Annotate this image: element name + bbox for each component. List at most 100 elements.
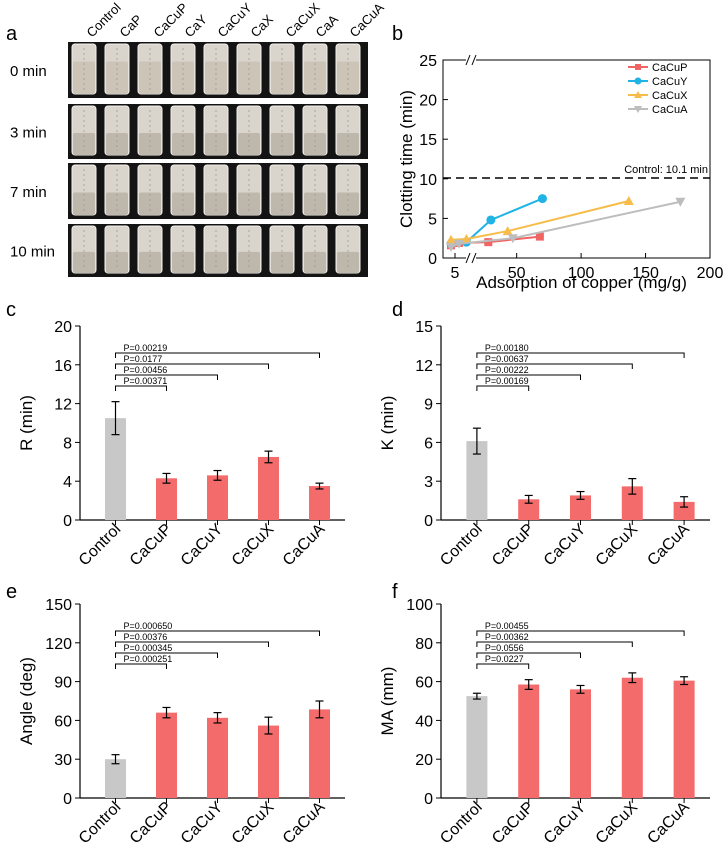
y-tick-label: 4 [63,474,72,491]
axis-break-mark [465,252,471,264]
photo-strip [68,42,368,98]
tube-contents [172,192,194,215]
data-point [675,197,686,207]
tube-contents [139,132,161,155]
tube-contents [205,132,227,155]
tube-contents [172,132,194,155]
y-tick-label: 20 [419,93,437,110]
tube-contents [106,132,128,155]
y-tick-label: 0 [424,513,433,530]
tube-contents [205,251,227,273]
legend-label: CaCuX [652,90,688,102]
tube-contents [172,251,194,273]
y-tick-label: 60 [415,675,433,692]
x-tick-label: 5 [451,265,460,282]
x-axis-label: Adsorption of copper (mg/g) [476,273,687,292]
tube-contents [238,251,260,273]
x-tick-label: Control [437,521,485,569]
tube-contents [304,132,326,155]
y-tick-label: 0 [424,791,433,808]
p-value-label: P=0.000650 [124,621,173,631]
y-tick-label: 8 [63,435,72,452]
y-tick-label: 30 [54,752,72,769]
r-time-bar-chart: 0 4 8 12 16 20 Control CaCuP CaCuY CaCuX CaCuA R (m… [17,319,345,569]
data-point [446,242,456,252]
x-tick-label: CaCuY [178,799,227,848]
significance-bracket [115,663,167,669]
y-tick-label: 120 [45,636,72,653]
x-tick-label: CaCuX [229,521,278,570]
photo-strip [68,224,368,277]
bar-Control [466,441,488,520]
tube-contents [238,61,260,94]
p-value-label: P=0.00222 [485,365,529,375]
ma-bar-chart: 0 20 40 60 80 100 Control CaCuP CaCuY CaCuX CaCuA M… [378,597,710,847]
bar-CaCuY [207,717,228,798]
y-tick-label: 150 [45,597,72,614]
x-tick-label: CaCuX [593,799,642,848]
photo-row-label: 7 min [10,184,47,201]
legend-marker [634,91,642,98]
significance-bracket [476,663,530,669]
p-value-label: P=0.00180 [485,343,529,353]
p-value-label: P=0.00455 [485,621,529,631]
tube-contents [106,251,128,273]
p-value-label: P=0.000345 [124,643,173,653]
plot-frame [442,59,711,259]
axis-break-gap-bottom [466,253,476,263]
axis-break-mark [471,54,477,66]
tube-contents [304,192,326,215]
y-axis-label: MA (mm) [378,667,397,736]
tube-contents [73,251,95,273]
photo-column-label: CaX [248,11,277,40]
photo-column-label: CaP [117,12,145,40]
axis-break-gap-top [466,55,476,65]
y-axis-label: Clotting time (min) [397,90,416,228]
p-value-label: P=0.0556 [485,643,524,653]
significance-bracket [476,641,633,647]
x-tick-label: CaCuX [593,521,642,570]
bar-CaCuY [570,689,591,798]
x-tick-label: 150 [632,265,659,282]
y-tick-label: 15 [419,132,437,149]
photo-strip [68,104,368,159]
x-tick-label: 200 [697,265,724,282]
tube-contents [238,192,260,215]
p-value-label: P=0.00219 [124,343,168,353]
tube-contents [337,132,359,155]
y-tick-label: 90 [54,675,72,692]
significance-bracket [115,641,269,647]
photo-column-label: CaY [182,11,211,40]
tube-contents [172,61,194,94]
data-point [535,232,544,241]
bar-CaCuY [207,475,228,520]
tube-contents [205,192,227,215]
bar-CaCuA [309,486,330,520]
data-point [461,233,472,243]
bar-Control [105,759,126,798]
x-tick-label: CaCuP [127,521,175,569]
x-tick-label: Control [76,799,124,847]
photo-strip [68,163,368,219]
p-value-label: P=0.0177 [124,354,163,364]
panel-letter-b: b [392,23,403,45]
y-tick-label: 15 [415,319,433,336]
y-tick-label: 25 [419,53,437,70]
y-axis-label: Angle (deg) [17,657,36,745]
tube-contents [238,132,260,155]
photo-row-label: 10 min [10,244,55,261]
p-value-label: P=0.00362 [485,632,529,642]
bar-CaCuA [673,501,695,520]
tube-contents [271,132,293,155]
significance-bracket [476,374,581,380]
x-tick-label: Control [437,799,485,847]
x-tick-label: 50 [508,265,526,282]
y-tick-label: 80 [415,636,433,653]
significance-bracket [476,363,633,369]
tube-contents [337,251,359,273]
tube-contents [271,61,293,94]
